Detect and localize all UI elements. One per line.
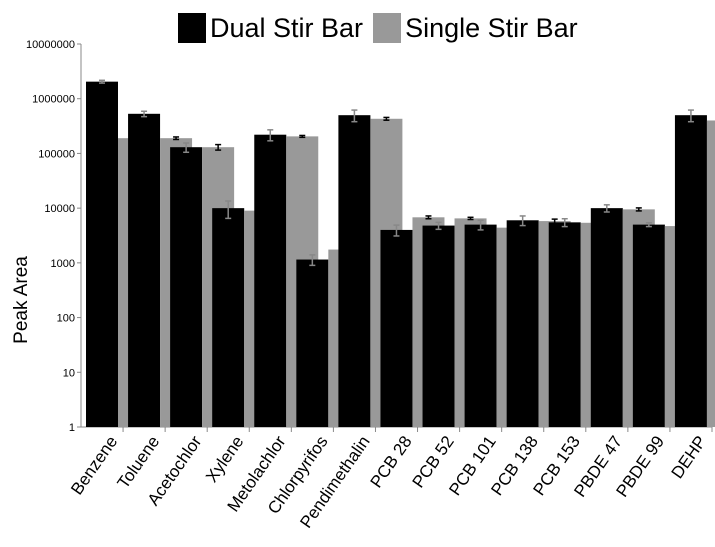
bar-dual — [212, 208, 245, 427]
bar-dual — [422, 225, 455, 427]
bar-dual — [86, 81, 118, 428]
bar-dual — [170, 147, 203, 427]
legend-item-single: Single Stir Bar — [373, 13, 578, 44]
chart-legend: Dual Stir Bar Single Stir Bar — [178, 10, 588, 46]
y-tick-label: 1000 — [51, 258, 75, 270]
y-tick-label: 10 — [63, 367, 75, 379]
legend-swatch-dual — [178, 13, 206, 43]
x-tick-label: Benzene — [67, 432, 121, 498]
bar-dual — [590, 208, 623, 427]
bar-dual — [380, 229, 413, 427]
legend-item-dual: Dual Stir Bar — [178, 13, 363, 44]
y-tick-label: 100 — [57, 313, 75, 325]
x-tick-label: Xylene — [202, 432, 247, 485]
legend-swatch-single — [373, 13, 402, 43]
bar-dual — [548, 222, 581, 427]
bar-dual — [464, 224, 497, 427]
bar-dual — [338, 115, 371, 427]
bar-dual — [632, 224, 665, 427]
y-tick-label: 1 — [69, 422, 75, 434]
bar-single — [706, 120, 715, 427]
bar-dual — [128, 113, 161, 428]
y-tick-label: 10000000 — [26, 39, 75, 51]
bar-dual — [674, 115, 707, 427]
y-tick-label: 1000000 — [32, 94, 75, 106]
bar-dual — [506, 220, 539, 427]
legend-label-single: Single Stir Bar — [405, 12, 578, 43]
bar-dual — [296, 259, 329, 427]
y-tick-label: 100000 — [38, 148, 75, 160]
x-tick-label: PCB 28 — [367, 432, 416, 491]
y-tick-label: 10000 — [44, 203, 75, 215]
legend-label-dual: Dual Stir Bar — [210, 12, 364, 43]
x-tick-label: DEHP — [668, 432, 711, 482]
bar-dual — [254, 134, 287, 427]
